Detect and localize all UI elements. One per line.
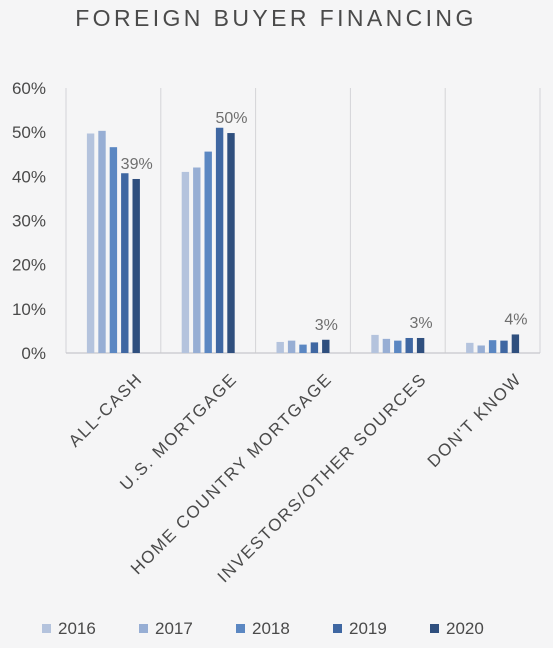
- bar-2017: [98, 130, 106, 353]
- legend: 2016 2017 2018 2019 2020: [42, 619, 484, 638]
- legend-swatch: [430, 624, 439, 633]
- bar-2017: [382, 338, 391, 353]
- bar-2020: [416, 337, 425, 353]
- bar-2017: [193, 167, 201, 353]
- y-axis-ticks: 0% 10% 20% 30% 40% 50% 60%: [12, 79, 46, 363]
- bar-2016: [466, 342, 474, 353]
- data-label: 3%: [410, 315, 433, 332]
- bar-2016: [371, 334, 379, 353]
- bar-2017: [287, 340, 296, 353]
- data-label: 39%: [121, 156, 153, 173]
- data-labels: 39% 50% 3% 3% 4%: [121, 110, 528, 334]
- bar-2019: [215, 127, 224, 353]
- bar-2019: [121, 173, 129, 353]
- category-label: HOME COUNTRY MORTGAGE: [127, 369, 336, 578]
- bar-2018: [109, 147, 118, 353]
- bar-2018: [204, 151, 212, 353]
- bar-2020: [511, 334, 520, 353]
- category-label: ALL-CASH: [65, 369, 146, 450]
- chart-title: FOREIGN BUYER FINANCING: [75, 5, 477, 31]
- legend-swatch: [139, 624, 148, 633]
- legend-swatch: [333, 624, 342, 633]
- legend-swatch: [42, 624, 51, 633]
- data-label: 50%: [215, 110, 247, 127]
- bar-2019: [405, 337, 413, 353]
- legend-swatch: [236, 624, 245, 633]
- y-tick-label: 20%: [12, 256, 46, 275]
- y-tick-label: 10%: [12, 300, 46, 319]
- y-tick-label: 50%: [12, 123, 46, 142]
- bar-2020: [227, 133, 235, 353]
- data-label: 3%: [315, 317, 338, 334]
- legend-label: 2019: [349, 619, 387, 638]
- bar-2016: [276, 341, 284, 353]
- category-label: INVESTORS/OTHER SOURCES: [214, 369, 431, 586]
- bar-2018: [299, 344, 307, 353]
- legend-label: 2020: [446, 619, 484, 638]
- bar-2018: [488, 340, 497, 353]
- legend-label: 2016: [58, 619, 96, 638]
- y-tick-label: 60%: [12, 79, 46, 98]
- bar-2019: [310, 342, 319, 353]
- legend-label: 2017: [155, 619, 193, 638]
- bar-2019: [500, 340, 508, 353]
- y-tick-label: 30%: [12, 212, 46, 231]
- y-tick-label: 40%: [12, 167, 46, 186]
- bar-2020: [322, 339, 330, 353]
- bar-2016: [181, 171, 190, 353]
- legend-label: 2018: [252, 619, 290, 638]
- bar-2018: [394, 340, 402, 353]
- bar-2017: [477, 345, 485, 353]
- y-tick-label: 0%: [21, 344, 46, 363]
- bars: [86, 127, 520, 353]
- category-label: DON'T KNOW: [424, 369, 526, 471]
- bar-2020: [132, 178, 140, 353]
- data-label: 4%: [504, 311, 527, 328]
- bar-2016: [86, 133, 95, 353]
